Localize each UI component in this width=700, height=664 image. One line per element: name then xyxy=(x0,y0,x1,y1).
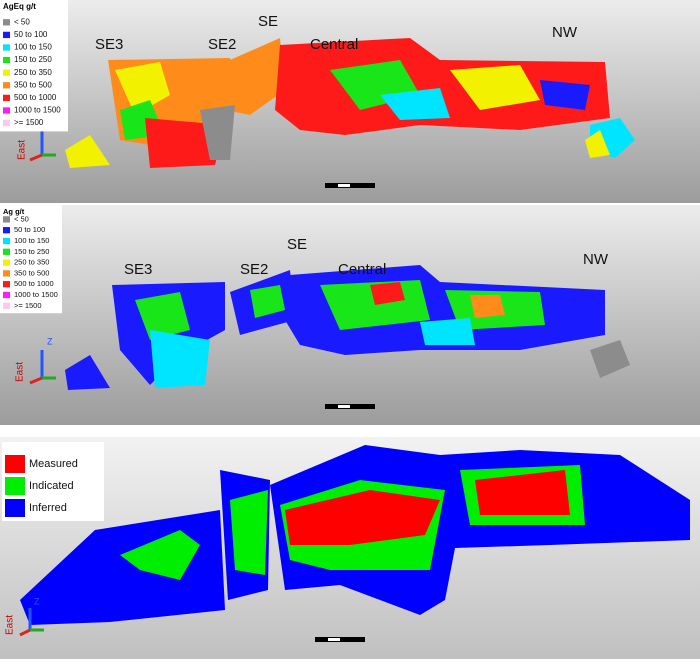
axis-label: Z xyxy=(34,596,40,606)
axis-label: East xyxy=(15,362,26,382)
legend-swatch xyxy=(3,82,10,89)
zone-label: SE2 xyxy=(208,36,236,53)
legend-label: < 50 xyxy=(14,17,30,26)
legend-swatch xyxy=(3,248,10,255)
legend-swatch xyxy=(3,227,10,234)
legend-label: 100 to 150 xyxy=(14,236,49,245)
legend-swatch xyxy=(3,94,10,102)
zone-label: NW xyxy=(583,251,609,268)
legend-swatch xyxy=(3,259,10,266)
axis-gizmo xyxy=(19,608,44,637)
axis-label: East xyxy=(5,615,16,635)
legend-swatch xyxy=(3,31,10,39)
legend-box xyxy=(0,205,62,314)
axis-gizmo xyxy=(29,130,56,162)
zone-label: SE3 xyxy=(95,36,123,53)
panel-class: Z East xyxy=(0,437,700,659)
legend-label: 150 to 250 xyxy=(14,55,52,64)
legend-swatch xyxy=(5,499,25,517)
zone-label: SE3 xyxy=(124,261,152,278)
zone-label: NW xyxy=(552,24,578,41)
zone-label: SE xyxy=(287,236,307,253)
scale-bar xyxy=(325,183,375,188)
axis-gizmo xyxy=(29,350,56,385)
legend-label: < 50 xyxy=(14,214,29,223)
legend-swatch xyxy=(5,477,25,495)
zone-label: SE xyxy=(258,13,278,30)
panel-ag: SE3 SE2 SE Central NW Z East xyxy=(0,205,700,425)
legend-swatch xyxy=(3,216,10,223)
legend-label: Indicated xyxy=(29,480,74,492)
legend-swatch xyxy=(3,281,10,288)
legend-label: 500 to 1000 xyxy=(14,93,57,102)
legend-swatch xyxy=(3,56,10,64)
legend-label: 100 to 150 xyxy=(14,43,52,52)
legend-label: 350 to 500 xyxy=(14,268,49,277)
legend-label: 250 to 350 xyxy=(14,258,49,267)
legend-swatch xyxy=(3,69,10,76)
zone-label: SE2 xyxy=(240,261,268,278)
legend-swatch xyxy=(5,455,25,473)
model xyxy=(65,38,635,168)
scale-bar xyxy=(315,637,365,642)
legend-label: 250 to 350 xyxy=(14,68,52,77)
panel-agEq: SE3 SE2 SE Central NW East xyxy=(0,0,700,203)
legend-label: 500 to 1000 xyxy=(14,279,54,288)
legend-swatch xyxy=(3,107,10,114)
legend-label: Inferred xyxy=(29,502,67,514)
model xyxy=(20,445,690,625)
legend-title: Ag g/t xyxy=(3,207,25,216)
legend-label: 1000 to 1500 xyxy=(14,290,58,299)
legend-swatch xyxy=(3,237,10,245)
legend-swatch xyxy=(3,44,10,51)
legend-swatch xyxy=(3,302,10,309)
legend-title: AgEq g/t xyxy=(3,2,36,11)
legend-label: >= 1500 xyxy=(14,301,42,310)
legend-box xyxy=(0,0,68,132)
axis-label: Z xyxy=(47,336,53,346)
scale-bar xyxy=(325,404,375,409)
zone-label: Central xyxy=(338,261,386,278)
legend-label: 350 to 500 xyxy=(14,80,52,89)
legend-label: 50 to 100 xyxy=(14,225,45,234)
legend-swatch xyxy=(3,19,10,26)
axis-label: East xyxy=(17,140,28,160)
legend-label: 150 to 250 xyxy=(14,247,49,256)
legend-label: 1000 to 1500 xyxy=(14,106,61,115)
legend-label: Measured xyxy=(29,458,78,470)
legend-label: >= 1500 xyxy=(14,118,44,127)
zone-label: Central xyxy=(310,36,358,53)
legend-swatch xyxy=(3,270,10,277)
legend-swatch xyxy=(3,119,10,127)
legend-label: 50 to 100 xyxy=(14,30,48,39)
model xyxy=(65,265,630,390)
legend-swatch xyxy=(3,291,10,299)
